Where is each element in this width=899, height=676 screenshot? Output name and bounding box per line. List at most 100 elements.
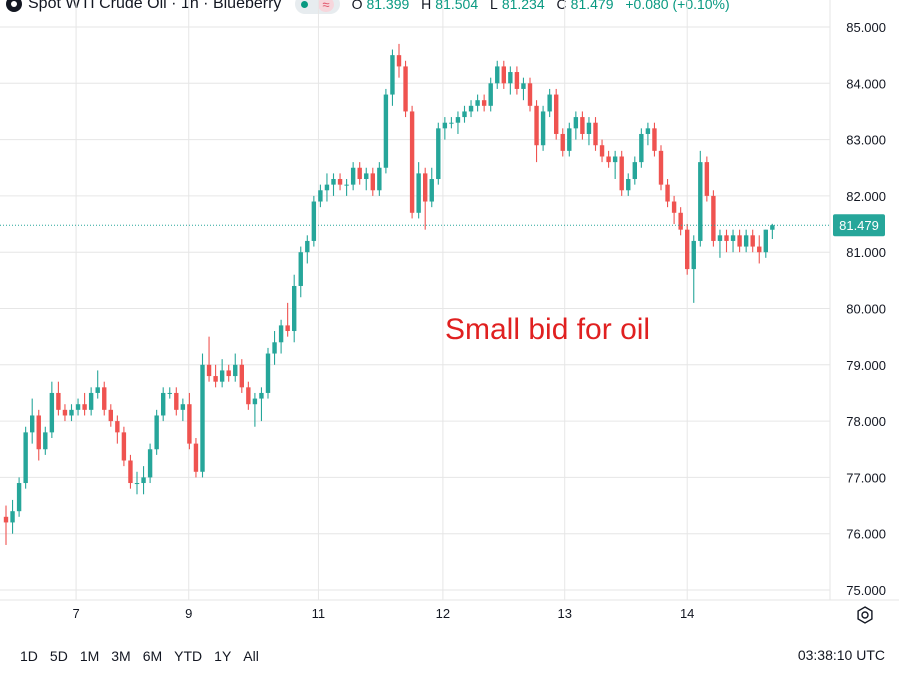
range-6m-button[interactable]: 6M [142,648,163,664]
candle [141,466,146,495]
candle [737,229,742,253]
candle-body [658,150,664,185]
candle [161,387,166,422]
utc-clock[interactable]: 03:38:10 UTC [797,647,885,663]
candle [455,111,461,134]
candle [134,471,140,495]
candle-body [161,392,166,416]
candle [468,100,474,118]
candle [521,77,526,101]
candle [743,229,749,253]
candle-body [174,392,179,410]
candle [364,167,369,191]
candle-body [671,201,677,213]
candle-body [554,94,559,134]
x-tick-label: 11 [312,606,326,621]
candle [200,353,205,478]
range-3m-button[interactable]: 3M [111,648,131,664]
candle-body [501,66,506,84]
candle-body [403,66,408,112]
time-axis[interactable]: 7 9 11 12 13 14 [72,606,694,621]
candle-body [750,235,755,247]
candle [43,426,48,455]
candle [685,224,690,275]
y-tick-label: 79.000 [846,358,886,373]
candle [259,387,264,422]
candle [102,381,107,416]
candle-body [292,285,297,332]
candle-body [246,387,251,405]
range-5d-button[interactable]: 5D [49,648,68,664]
candle-body [370,173,375,191]
candle [272,331,277,365]
candle-body [409,111,415,213]
y-tick-label: 78.000 [846,414,886,429]
symbol-title[interactable]: Spot WTI Crude Oil · 1h · Blueberry [28,0,282,12]
range-1y-button[interactable]: 1Y [214,648,232,664]
candle [462,105,467,123]
range-1m-button[interactable]: 1M [79,648,100,664]
candle-body [717,235,723,241]
candle [305,235,310,264]
x-tick-label: 9 [185,606,192,621]
candle [547,88,552,118]
candle-body [455,117,461,123]
candle [671,195,677,225]
candle [429,167,434,208]
candle [757,235,762,264]
candle-body [560,133,565,151]
candle [154,409,159,455]
low-label: L [490,0,498,12]
candle [573,111,579,140]
candle-body [449,122,454,124]
candle-body [357,167,362,180]
candle [678,207,683,236]
price-axis[interactable]: 75.000 76.000 77.000 78.000 79.000 80.000 81.0… [846,20,886,598]
candle-body [200,364,205,472]
candle [285,302,290,337]
candle [495,60,500,89]
candle [344,179,349,196]
range-ytd-button[interactable]: YTD [174,648,203,664]
candle [121,426,127,467]
candle-body [396,55,402,67]
price-chart[interactable]: 75.000 76.000 77.000 78.000 79.000 80.000 81.0… [0,0,899,643]
candle [698,150,703,247]
candle-body [364,173,369,180]
candle [292,274,297,343]
candle-body [547,94,552,112]
candle-body [115,421,120,433]
last-price-tag: 81.479 [833,214,885,237]
candle [534,100,539,163]
candle [115,415,120,444]
range-1d-button[interactable]: 1D [20,648,38,664]
candle [128,454,133,489]
candle-body [639,133,644,163]
candle-body [521,83,526,89]
candle [606,150,611,168]
candle-body [318,190,323,202]
candle-body [23,432,28,484]
candle [449,117,454,129]
grid [0,0,899,601]
candle-body [337,179,343,185]
candle [691,235,696,303]
candle [383,88,389,174]
candle [481,94,487,112]
y-tick-label: 75.000 [846,583,886,598]
candle-body [272,342,277,354]
y-tick-label: 83.000 [846,133,886,148]
candle-body [167,392,172,394]
candle-body [573,117,579,129]
candle [226,364,231,382]
candle-body [593,122,598,146]
range-all-button[interactable]: All [243,648,259,664]
market-status-pill[interactable]: ≈ [295,0,340,14]
candle [265,347,271,399]
settings-gear-icon[interactable] [855,605,875,625]
high-label: H [421,0,432,12]
candle [403,60,408,118]
x-tick-label: 14 [680,606,694,621]
y-tick-label: 76.000 [846,527,886,542]
candle-body [606,156,611,163]
